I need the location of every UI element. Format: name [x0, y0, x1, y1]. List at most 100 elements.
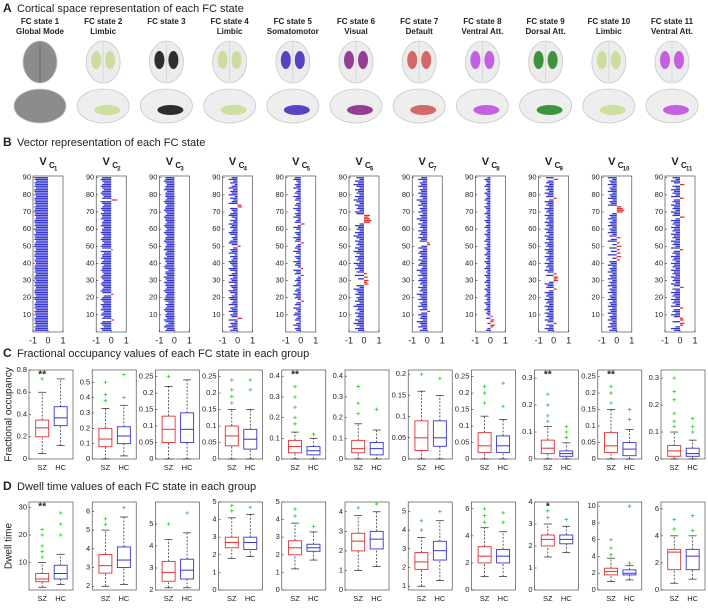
bar — [296, 228, 301, 230]
bar — [102, 329, 112, 331]
bar — [422, 235, 428, 237]
bar — [610, 276, 617, 278]
bar — [165, 178, 175, 181]
bar — [607, 218, 617, 220]
axes-frame — [407, 501, 453, 591]
bar — [484, 226, 491, 229]
bar — [233, 288, 238, 290]
brain-region — [660, 51, 670, 69]
x-tick-label: -1 — [92, 335, 100, 345]
bar — [485, 249, 491, 251]
bar — [102, 255, 112, 258]
y-tick-label: 0 — [212, 585, 216, 594]
x-tick-label: 1 — [376, 335, 381, 345]
bar — [293, 207, 301, 210]
bar — [485, 262, 491, 265]
subplot-subscript: C — [239, 161, 245, 170]
box — [540, 439, 555, 455]
bar — [422, 206, 428, 208]
y-tick-label: 2 — [465, 558, 469, 567]
bar — [547, 187, 554, 189]
bar — [544, 312, 554, 314]
brain-region — [168, 51, 179, 69]
bar — [353, 322, 364, 325]
brain-region — [421, 51, 432, 69]
bar — [166, 317, 175, 319]
y-tick-label: 40 — [591, 258, 599, 267]
bar — [100, 262, 112, 265]
bar — [546, 252, 554, 254]
x-tick-label: HC — [245, 463, 256, 472]
y-tick-label: 10 — [465, 310, 473, 319]
outlier — [672, 397, 676, 402]
bar — [421, 202, 428, 205]
x-tick-label: HC — [118, 463, 129, 472]
bar — [609, 221, 617, 223]
bar — [234, 218, 238, 220]
bar — [297, 315, 301, 318]
bar — [609, 247, 617, 249]
bar — [487, 204, 491, 206]
bar — [102, 288, 112, 290]
bar — [102, 312, 112, 314]
bar — [547, 194, 554, 196]
y-tick-label: 30 — [86, 276, 94, 285]
y-tick-label: 10 — [23, 310, 31, 319]
subplot-subscript: C — [428, 161, 434, 170]
bar — [355, 225, 364, 227]
y-tick-label: 5 — [212, 497, 216, 506]
outlier — [672, 527, 676, 531]
y-tick-label: 10 — [528, 310, 536, 319]
outlier — [122, 505, 126, 510]
bar — [166, 262, 175, 265]
bar — [418, 237, 428, 239]
bar — [671, 305, 680, 307]
x-tick-label: SZ — [417, 594, 427, 603]
bar — [672, 273, 680, 275]
bar — [102, 278, 112, 280]
state-name: FC state 2 — [84, 17, 123, 26]
state-subtitle: Ventral Att. — [651, 27, 693, 36]
bar — [358, 197, 364, 199]
bar — [612, 293, 617, 295]
bar — [228, 326, 238, 328]
bar — [487, 278, 491, 280]
bar — [163, 216, 175, 218]
bar — [359, 310, 364, 313]
bar — [231, 324, 238, 326]
bar — [228, 319, 238, 321]
bar — [421, 312, 428, 314]
bar — [418, 247, 428, 249]
x-tick-label: HC — [55, 463, 66, 472]
bar — [547, 230, 554, 232]
bar — [607, 190, 617, 193]
bar — [102, 190, 112, 193]
box — [161, 560, 176, 582]
y-tick-label: 10 — [212, 310, 220, 319]
bar — [674, 250, 680, 253]
y-tick-label: 60 — [23, 224, 31, 233]
bar — [231, 250, 238, 253]
bar — [672, 321, 680, 323]
bar — [553, 288, 557, 290]
box — [53, 564, 68, 580]
bar — [355, 204, 364, 206]
bar — [233, 238, 238, 241]
bar — [163, 276, 175, 278]
bar — [102, 194, 112, 196]
bar — [675, 281, 680, 283]
bar — [102, 300, 112, 302]
x-tick-label: SZ — [543, 463, 553, 472]
bar — [485, 189, 491, 191]
x-tick-label: HC — [687, 463, 698, 472]
bar — [485, 243, 491, 246]
axes-frame — [597, 369, 643, 460]
y-tick-label: 30 — [149, 276, 157, 285]
box — [477, 546, 492, 564]
bar — [547, 250, 554, 253]
bar — [359, 254, 364, 256]
bar — [484, 178, 491, 181]
y-tick-label: 0.05 — [202, 438, 217, 447]
outlier — [58, 511, 63, 515]
outlier — [166, 374, 171, 379]
